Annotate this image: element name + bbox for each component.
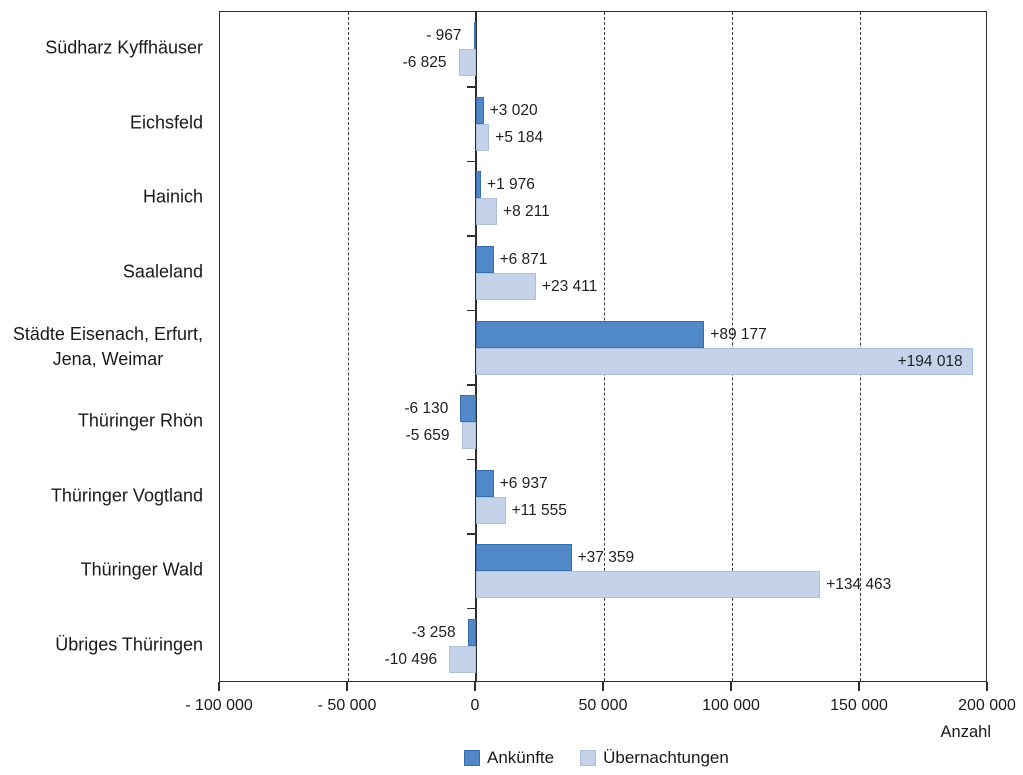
x-axis-tick-label--100000: - 100 000 [185,697,253,714]
bar-uebernachtungen-suedharz-kyffhaeuser [458,49,476,77]
bar-uebernachtungen-thueringer-rhoen [461,422,476,450]
bar-label-ankuenfte-eichsfeld: +3 020 [489,101,538,119]
bar-label-uebernachtungen-thueringer-wald: +134 463 [826,576,892,594]
category-label-thueringer-rhoen: Thüringer Rhön [77,410,203,431]
x-axis-tick--100000 [218,682,220,691]
bar-label-ankuenfte-thueringer-wald: +37 359 [577,549,635,567]
x-axis-tick-label-50000: 50 000 [578,697,628,714]
bar-uebernachtungen-eichsfeld [476,123,490,151]
legend: Ankünfte Übernachtungen [464,748,729,768]
bar-label-ankuenfte-uebriges-thueringen: -3 258 [411,623,456,641]
bar-label-ankuenfte-hainich: +1 976 [487,176,535,194]
bar-label-ankuenfte-suedharz-kyffhaeuser: - 967 [426,27,462,45]
gridline-100000 [731,12,733,681]
legend-label-uebernachtungen: Übernachtungen [603,748,729,767]
bar-ankuenfte-thueringer-vogtland [476,469,494,497]
x-axis-tick-50000 [602,682,604,691]
bar-ankuenfte-saaleland [476,245,494,273]
bar-label-ankuenfte-thueringer-vogtland: +6 937 [499,474,548,492]
bar-ankuenfte-suedharz-kyffhaeuser [473,22,476,50]
category-label-suedharz-kyffhaeuser: Südharz Kyffhäuser [45,37,203,58]
x-axis-tick-0 [474,682,476,691]
gridline--50000 [347,12,349,681]
x-axis-tick-label-0: 0 [470,697,480,714]
x-axis-tick-150000 [858,682,860,691]
legend-swatch-icon-uebernachtungen [580,750,597,766]
category-label-hainich: Hainich [142,186,203,207]
x-axis-tick-label-200000: 200 000 [958,697,1016,714]
category-tick [467,86,476,88]
bar-label-uebernachtungen-thueringer-vogtland: +11 555 [511,501,567,519]
bar-ankuenfte-hainich [476,171,482,199]
bar-uebernachtungen-saaleland [476,272,536,300]
legend-swatch-icon-ankuenfte [464,750,480,766]
bar-ankuenfte-thueringer-wald [476,544,572,572]
bar-label-uebernachtungen-thueringer-rhoen: -5 659 [405,427,450,445]
bar-uebernachtungen-thueringer-wald [476,571,821,599]
bar-label-uebernachtungen-saaleland: +23 411 [541,277,598,295]
bar-ankuenfte-thueringer-rhoen [460,395,476,423]
legend-item-uebernachtungen: Übernachtungen [580,748,729,768]
category-tick [467,458,476,461]
bar-label-uebernachtungen-eichsfeld: +5 184 [495,128,544,146]
bar-label-uebernachtungen-suedharz-kyffhaeuser: -6 825 [402,54,447,72]
gridline-150000 [859,12,861,681]
bar-uebernachtungen-thueringer-vogtland [476,496,506,524]
legend-label-ankuenfte: Ankünfte [487,748,555,767]
bar-label-uebernachtungen-staedte-eisenach-erfurt-jena-weimar: +194 018 [897,352,963,370]
bar-ankuenfte-staedte-eisenach-erfurt-jena-weimar [476,320,705,348]
category-tick [467,607,476,610]
category-tick [467,533,476,535]
axis-unit-label: Anzahl [940,723,991,741]
category-tick [467,309,476,312]
bar-label-ankuenfte-thueringer-rhoen: -6 130 [404,400,449,418]
x-axis-tick-100000 [730,682,732,691]
category-label-uebriges-thueringen: Übriges Thüringen [55,634,203,655]
x-axis-tick-label-150000: 150 000 [830,697,888,714]
bar-uebernachtungen-hainich [476,198,498,226]
x-axis-tick-label--50000: - 50 000 [317,697,377,714]
bar-label-ankuenfte-staedte-eisenach-erfurt-jena-weimar: +89 177 [710,325,767,343]
legend-item-ankuenfte: Ankünfte [464,748,554,768]
bar-uebernachtungen-uebriges-thueringen [449,645,476,673]
category-label-thueringer-vogtland: Thüringer Vogtland [50,485,203,506]
category-label-staedte-eisenach-erfurt-jena-weimar: Städte Eisenach, Erfurt, Jena, Weimar [12,323,203,369]
category-label-eichsfeld: Eichsfeld [129,112,203,133]
x-axis-tick-label-100000: 100 000 [702,697,760,714]
category-tick [467,160,476,163]
category-label-saaleland: Saaleland [122,261,203,282]
bar-ankuenfte-eichsfeld [476,96,484,124]
plot-area: - 967 +3 020 +1 976 +6 871 +89 177 -6 130 +6 9… [219,11,987,682]
category-tick [467,384,476,386]
bar-uebernachtungen-staedte-eisenach-erfurt-jena-weimar [476,347,973,375]
bar-label-uebernachtungen-uebriges-thueringen: -10 496 [384,650,438,668]
x-axis-tick-200000 [986,682,988,691]
bar-ankuenfte-uebriges-thueringen [467,618,476,646]
category-tick [467,235,476,237]
category-label-thueringer-wald: Thüringer Wald [80,559,203,580]
x-axis-tick--50000 [346,682,348,691]
bar-label-uebernachtungen-hainich: +8 211 [503,203,550,221]
bar-label-ankuenfte-saaleland: +6 871 [499,250,548,268]
